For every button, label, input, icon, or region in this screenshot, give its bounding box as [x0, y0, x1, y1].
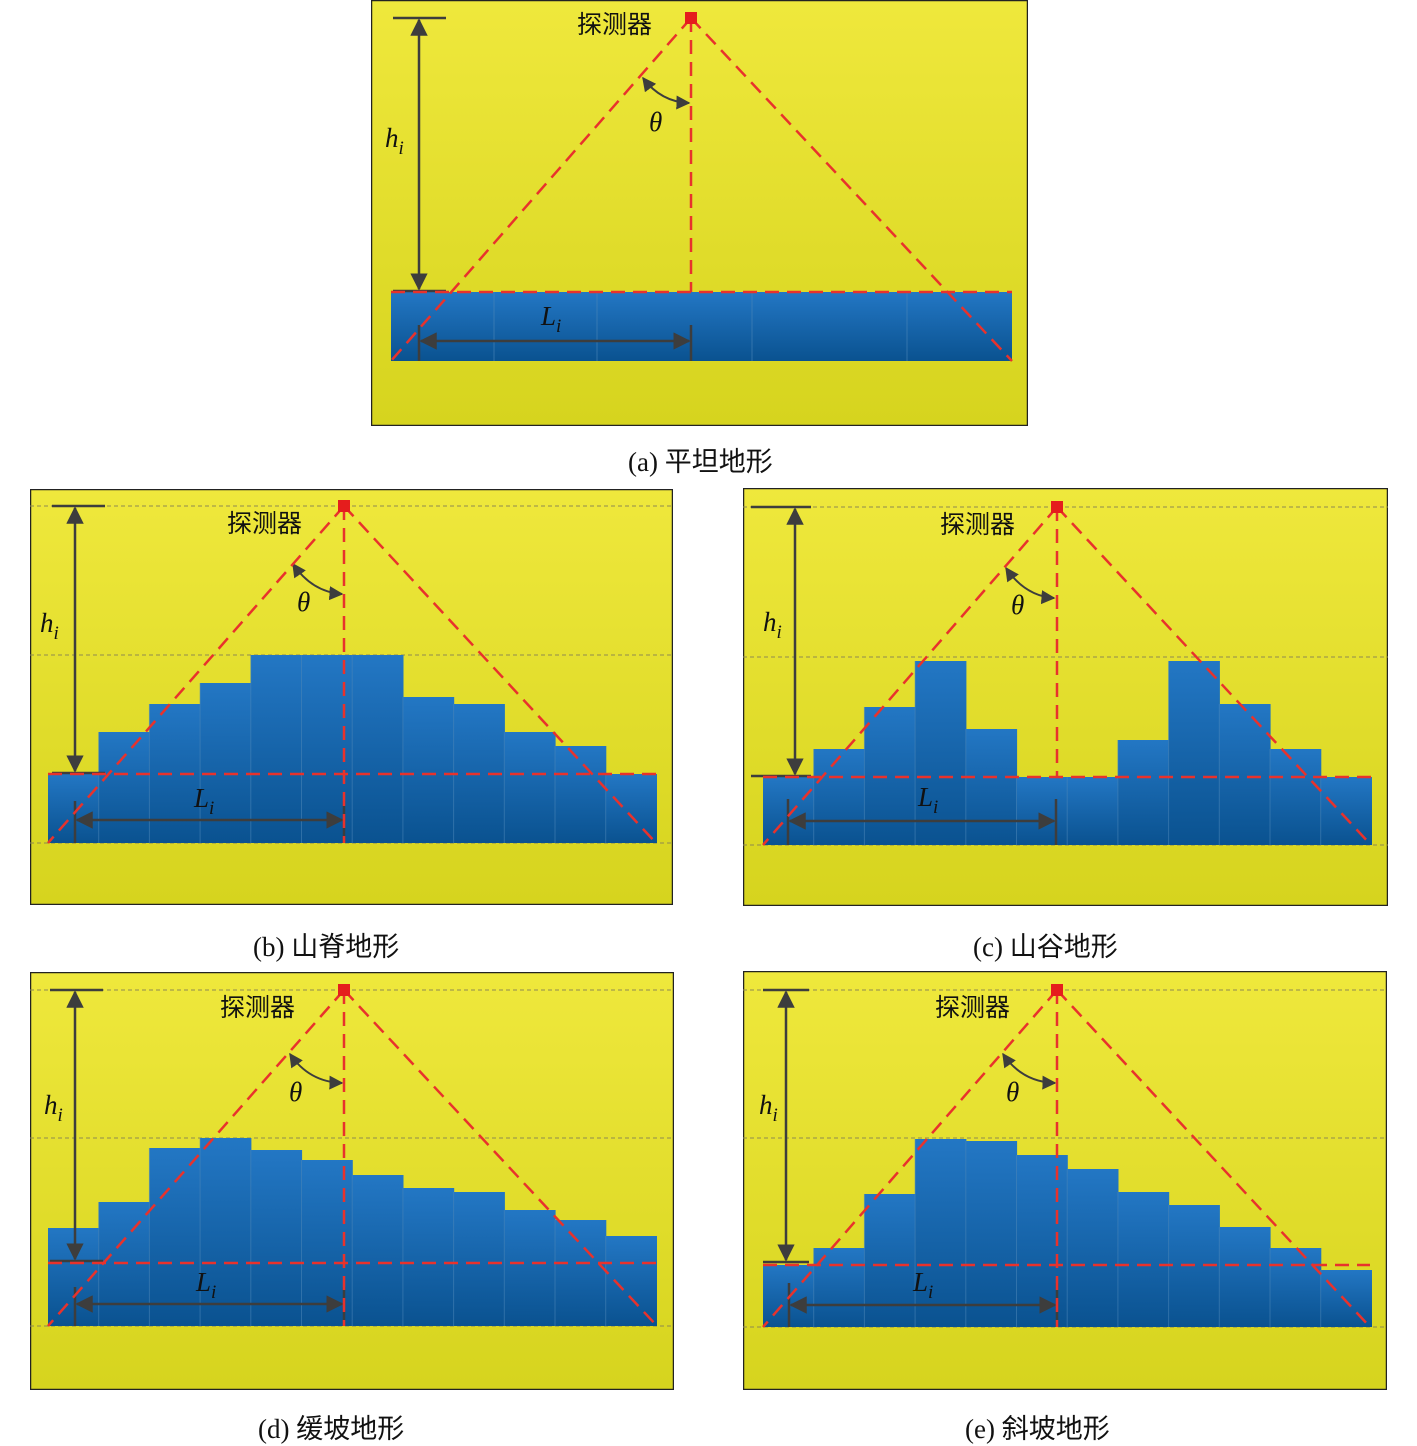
detector-label: 探测器 [935, 993, 1010, 1022]
detector-rays [47, 505, 657, 844]
terrain-column [915, 661, 967, 845]
angle-label: θ [649, 107, 662, 137]
diagram-d: 探测器 θ hi Li [30, 972, 674, 1390]
terrain-column [1219, 1227, 1271, 1327]
terrain-column [98, 732, 150, 843]
length-label: Li [195, 1267, 216, 1303]
angle-arc [642, 76, 691, 110]
angle-arc [1002, 1052, 1057, 1090]
diagram-a: 探测器 θ hi Li [371, 0, 1028, 426]
height-label: hi [385, 123, 404, 159]
terrain-column [250, 1150, 303, 1326]
terrain-column [605, 774, 657, 843]
panel-frame [371, 0, 1028, 426]
panel-e-steep-slope-terrain: 探测器 θ hi Li [743, 971, 1387, 1390]
terrain-column [402, 1188, 455, 1326]
terrain-column [813, 1248, 865, 1327]
terrain-column [352, 1175, 404, 1326]
angle-label: θ [1006, 1077, 1019, 1107]
terrain-column [555, 746, 607, 843]
terrain-column [1320, 777, 1372, 845]
angle-arc [1005, 566, 1056, 605]
detector-label: 探测器 [220, 993, 295, 1022]
detector-marker [1051, 984, 1063, 996]
terrain-column [965, 729, 1018, 845]
terrain-column [200, 1138, 252, 1326]
terrain-column [1016, 777, 1068, 845]
detector-marker [685, 12, 697, 24]
terrain-column [1117, 740, 1170, 845]
terrain-column [1016, 1155, 1068, 1327]
length-label: Li [912, 1267, 933, 1303]
caption-c: (c) 山谷地形 [973, 932, 1118, 962]
angle-label: θ [289, 1077, 302, 1107]
terrain-column [1117, 1192, 1170, 1327]
terrain-column [1320, 1270, 1372, 1327]
detector-marker [1051, 501, 1063, 513]
detector-label: 探测器 [227, 509, 302, 538]
detector-marker [338, 500, 350, 512]
terrain-column [402, 697, 455, 843]
angle-arc [292, 562, 344, 601]
height-label: hi [44, 1090, 63, 1126]
detector-label: 探测器 [577, 10, 652, 39]
terrain-column [504, 732, 556, 843]
height-label: hi [763, 607, 782, 643]
length-label: Li [917, 782, 938, 818]
angle-label: θ [1011, 590, 1024, 620]
terrain-column [250, 655, 303, 843]
terrain-column [453, 1192, 505, 1326]
terrain-column [965, 1141, 1018, 1327]
angle-label: θ [297, 587, 310, 617]
diagram-e: 探测器 θ hi Li [743, 971, 1387, 1390]
terrain-column [1270, 749, 1322, 845]
terrain-column [504, 1210, 556, 1326]
caption-e: (e) 斜坡地形 [965, 1414, 1110, 1444]
caption-a: (a) 平坦地形 [628, 447, 773, 477]
terrain-column [48, 774, 100, 843]
terrain-column [864, 1194, 916, 1327]
detector-rays [762, 506, 1372, 846]
height-label: hi [759, 1090, 778, 1126]
length-label: Li [193, 783, 214, 819]
length-label: Li [540, 301, 561, 337]
terrain-column [352, 655, 404, 843]
terrain-column [813, 749, 865, 845]
diagram-b: 探测器 θ hi Li [30, 489, 673, 905]
height-label: hi [40, 608, 59, 644]
detector-label: 探测器 [940, 510, 1015, 539]
detector-rays [390, 17, 1013, 362]
terrain-column [915, 1139, 967, 1327]
terrain-column [555, 1220, 607, 1326]
panel-a-flat-terrain: 探测器 θ hi Li [371, 0, 1028, 426]
terrain-column [1219, 704, 1271, 845]
detector-rays [47, 989, 658, 1327]
diagram-c: 探测器 θ hi Li [743, 488, 1388, 906]
panel-b-ridge-terrain: 探测器 θ hi Li [30, 489, 673, 905]
detector-marker [338, 984, 350, 996]
caption-b: (b) 山脊地形 [253, 932, 400, 962]
terrain-block [391, 292, 1012, 361]
panel-c-valley-terrain: 探测器 θ hi Li [743, 488, 1388, 906]
angle-arc [289, 1052, 344, 1090]
terrain-column [1067, 777, 1119, 845]
panel-d-gentle-slope-terrain: 探测器 θ hi Li [30, 972, 674, 1390]
detector-rays [762, 989, 1371, 1328]
caption-d: (d) 缓坡地形 [258, 1414, 405, 1444]
terrain-column [1270, 1248, 1322, 1327]
terrain-column [1067, 1169, 1119, 1327]
terrain-column [149, 1148, 201, 1326]
terrain-column [1168, 661, 1220, 845]
